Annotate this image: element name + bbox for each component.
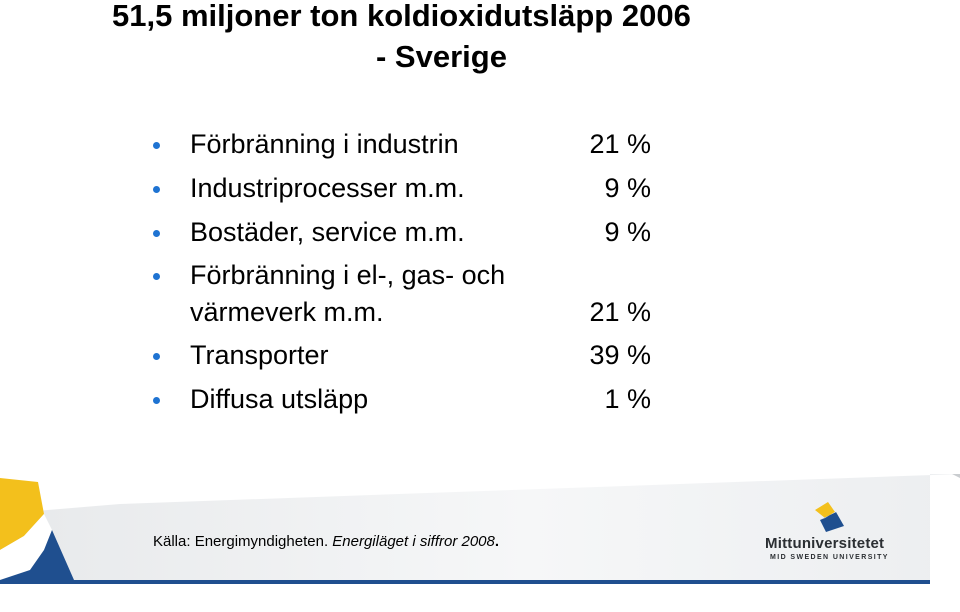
list-item: Bostäder, service m.m. 9 % — [0, 216, 960, 260]
university-subtitle: MID SWEDEN UNIVERSITY — [770, 554, 889, 561]
university-name: Mittuniversitetet — [765, 535, 885, 552]
item-label: Bostäder, service m.m. — [190, 217, 465, 247]
item-label-line-1: Förbränning i el-, gas- och — [190, 260, 506, 290]
source-suffix: . — [494, 533, 500, 550]
item-value: 9 % — [604, 173, 651, 203]
footer-white-shape — [0, 514, 52, 580]
item-label: Förbränning i industrin — [190, 129, 459, 159]
item-label-line-2: värmeverk m.m. — [190, 297, 384, 327]
bullet-icon — [153, 397, 160, 404]
list-item: Förbränning i industrin 21 % — [0, 128, 960, 172]
bullet-icon — [153, 353, 160, 360]
slide-title-line-1: 51,5 miljoner ton koldioxidutsläpp 2006 — [112, 0, 691, 33]
bullet-icon — [153, 142, 160, 149]
bullet-icon — [153, 273, 160, 280]
slide-title-line-2: - Sverige — [376, 39, 507, 74]
item-label: Industriprocesser m.m. — [190, 173, 465, 203]
university-logo-icon — [815, 502, 844, 532]
footer-gray-band — [0, 474, 960, 580]
item-value: 21 % — [589, 129, 651, 159]
item-value: 21 % — [589, 297, 651, 327]
item-value: 9 % — [604, 217, 651, 247]
list-item: Förbränning i el-, gas- och värmeverk m.… — [0, 259, 960, 331]
footer-yellow-shape — [0, 478, 44, 550]
source-citation: Källa: Energimyndigheten. Energiläget i … — [153, 533, 499, 551]
emission-source-list: Förbränning i industrin 21 % Industripro… — [0, 128, 960, 427]
list-item: Transporter 39 % — [0, 339, 960, 383]
source-publication: Energiläget i siffror 2008 — [332, 533, 495, 550]
footer-bottom-rule — [0, 580, 930, 584]
item-label: Transporter — [190, 340, 329, 370]
list-item: Industriprocesser m.m. 9 % — [0, 172, 960, 216]
list-item: Diffusa utsläpp 1 % — [0, 383, 960, 427]
source-prefix: Källa: Energimyndigheten. — [153, 533, 333, 550]
bullet-icon — [153, 230, 160, 237]
item-value: 39 % — [589, 340, 651, 370]
footer-decoration — [0, 474, 960, 580]
bullet-icon — [153, 186, 160, 193]
item-label: Diffusa utsläpp — [190, 384, 369, 414]
item-value: 1 % — [604, 384, 651, 414]
footer-right-accent — [952, 474, 960, 478]
footer-blue-shape — [0, 530, 74, 580]
